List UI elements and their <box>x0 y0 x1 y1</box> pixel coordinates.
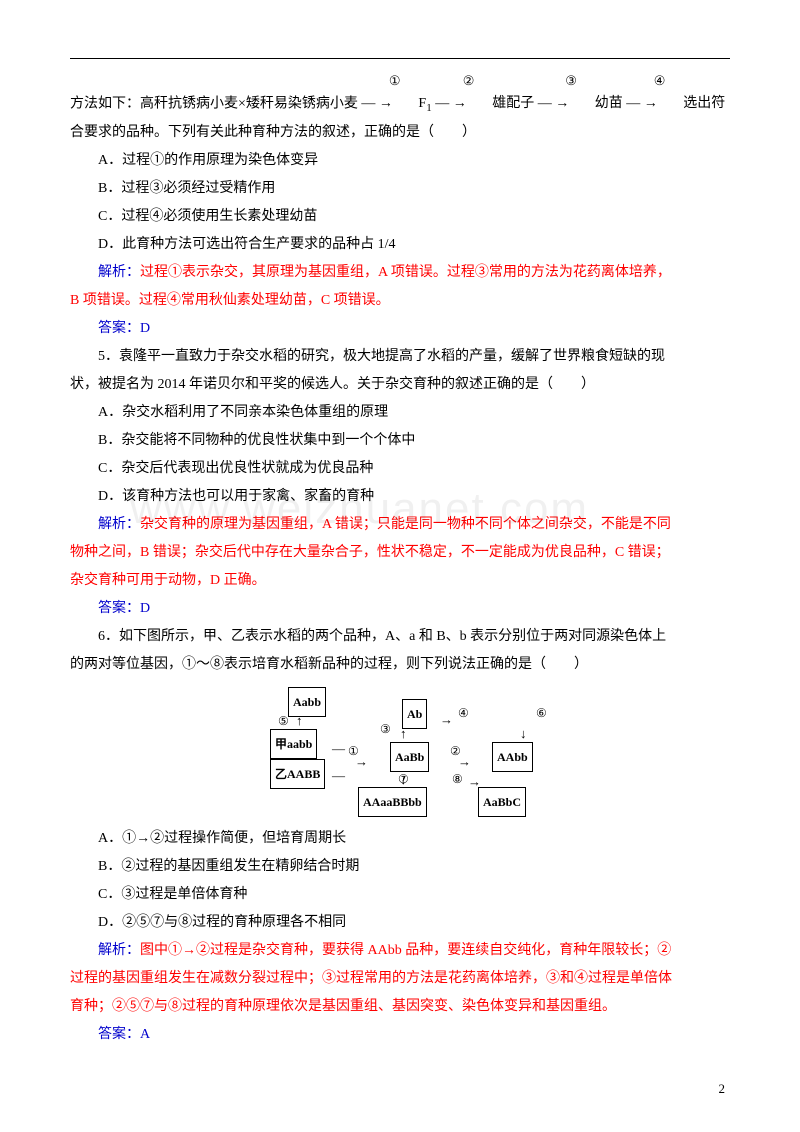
q6-optA: A．①→②过程操作简便，但培育周期长 <box>70 825 730 853</box>
dash: — <box>626 96 644 111</box>
q6-analysis-l3: 育种；②⑤⑦与⑧过程的育种原理依次是基因重组、基因突变、染色体变异和基因重组。 <box>70 993 730 1021</box>
ans-label: 答案： <box>98 321 140 336</box>
q5-analysis-l3: 杂交育种可用于动物，D 正确。 <box>70 567 730 595</box>
ana-text: 图中①→②过程是杂交育种，要获得 AAbb 品种，要连续自交纯化，育种年限较长；… <box>140 943 671 958</box>
circ4: ④ <box>654 68 666 94</box>
ana-label: 解析： <box>98 265 140 280</box>
label-6: ⑥ <box>536 701 547 725</box>
q5-stem-l2: 状，被提名为 2014 年诺贝尔和平奖的候选人。关于杂交育种的叙述正确的是（ ） <box>70 371 730 399</box>
q6-optD: D．②⑤⑦与⑧过程的育种原理各不相同 <box>70 909 730 937</box>
q6-optB: B．②过程的基因重组发生在精卵结合时期 <box>70 853 730 881</box>
circ2: ② <box>463 68 475 94</box>
dash: — <box>538 96 556 111</box>
label-3: ③ <box>380 717 391 741</box>
ans-value: A <box>140 1027 150 1042</box>
ans-value: D <box>140 601 150 616</box>
document-body: 方法如下：高秆抗锈病小麦×矮秆易染锈病小麦 — ①→ F1 — ②→ 雄配子 —… <box>70 90 730 1049</box>
q6-optC: C．③过程是单倍体育种 <box>70 881 730 909</box>
ans-value: D <box>140 321 150 336</box>
q5-analysis-l2: 物种之间，B 错误；杂交后代中存在大量杂合子，性状不稳定，不一定能成为优良品种，… <box>70 539 730 567</box>
q4-optD: D．此育种方法可选出符合生产要求的品种占 1/4 <box>70 231 730 259</box>
step2: ②→ <box>453 90 489 118</box>
circ1: ① <box>389 68 401 94</box>
box-aabb-right: AAbb <box>492 742 533 772</box>
step3: ③→ <box>555 90 591 118</box>
seedling: 幼苗 <box>595 96 623 111</box>
q4-stem-line2: 合要求的品种。下列有关此种育种方法的叙述，正确的是（ ） <box>70 119 730 147</box>
q4-analysis-l2: B 项错误。过程④常用秋仙素处理幼苗，C 项错误。 <box>70 287 730 315</box>
box-abc: AaBbC <box>478 787 526 817</box>
arrow-icon: → <box>379 90 393 118</box>
dash: — <box>361 96 379 111</box>
box-big: AAaaBBbb <box>358 787 427 817</box>
label-4: ④ <box>458 701 469 725</box>
q6-analysis-l1: 解析：图中①→②过程是杂交育种，要获得 AAbb 品种，要连续自交纯化，育种年限… <box>70 937 730 965</box>
q5-optA: A．杂交水稻利用了不同亲本染色体重组的原理 <box>70 399 730 427</box>
q5-optD: D．该育种方法也可以用于家禽、家畜的育种 <box>70 483 730 511</box>
q5-optC: C．杂交后代表现出优良性状就成为优良品种 <box>70 455 730 483</box>
box-aabb-mid: AaBb <box>390 742 429 772</box>
arrow-icon: → <box>644 90 658 118</box>
ana-text: 杂交育种的原理为基因重组，A 错误；只能是同一物种不同个体之间杂交，不能是不同 <box>140 517 671 532</box>
label-5: ⑤ <box>278 709 289 733</box>
f1: F1 <box>418 96 431 111</box>
male-gamete: 雄配子 <box>492 96 534 111</box>
q5-stem-l1: 5．袁隆平一直致力于杂交水稻的研究，极大地提高了水稻的产量，缓解了世界粮食短缺的… <box>70 343 730 371</box>
circ3: ③ <box>565 68 577 94</box>
q4-analysis-l1: 解析：过程①表示杂交，其原理为基因重组，A 项错误。过程③常用的方法为花药离体培… <box>70 259 730 287</box>
ana-label: 解析： <box>98 517 140 532</box>
box-yi: 乙AABB <box>270 759 325 789</box>
box-aabb-top: Aabb <box>288 687 326 717</box>
box-jia: 甲aabb <box>270 729 317 759</box>
q4-optB: B．过程③必须经过受精作用 <box>70 175 730 203</box>
f-sub: 1 <box>426 102 432 114</box>
q5-answer: 答案：D <box>70 595 730 623</box>
ana-text: 过程①表示杂交，其原理为基因重组，A 项错误。过程③常用的方法为花药离体培养， <box>140 265 671 280</box>
arrow-icon: → <box>555 90 569 118</box>
ans-label: 答案： <box>98 601 140 616</box>
end-text: 选出符 <box>683 96 725 111</box>
dash: — <box>435 96 453 111</box>
breeding-diagram: Aabb 甲aabb 乙AABB Ab AaBb AAbb AAaaBBbb A… <box>240 687 560 817</box>
q6-stem-l1: 6．如下图所示，甲、乙表示水稻的两个品种，A、a 和 B、b 表示分别位于两对同… <box>70 623 730 651</box>
ans-label: 答案： <box>98 1027 140 1042</box>
ana-label: 解析： <box>98 943 140 958</box>
arrow-icon: → <box>453 90 467 118</box>
q5-analysis-l1: 解析：杂交育种的原理为基因重组，A 错误；只能是同一物种不同个体之间杂交，不能是… <box>70 511 730 539</box>
q4-optC: C．过程④必须使用生长素处理幼苗 <box>70 203 730 231</box>
page-number: 2 <box>719 1076 726 1102</box>
q4-prefix: 方法如下：高秆抗锈病小麦×矮秆易染锈病小麦 <box>70 97 358 112</box>
q4-optA: A．过程①的作用原理为染色体变异 <box>70 147 730 175</box>
q6-stem-l2: 的两对等位基因，①～⑧表示培育水稻新品种的过程，则下列说法正确的是（ ） <box>70 651 730 679</box>
q5-optB: B．杂交能将不同物种的优良性状集中到一个个体中 <box>70 427 730 455</box>
q4-stem-line1: 方法如下：高秆抗锈病小麦×矮秆易染锈病小麦 — ①→ F1 — ②→ 雄配子 —… <box>70 90 730 119</box>
q6-answer: 答案：A <box>70 1021 730 1049</box>
step1: ①→ <box>379 90 415 118</box>
q4-answer: 答案：D <box>70 315 730 343</box>
q6-analysis-l2: 过程的基因重组发生在减数分裂过程中；③过程常用的方法是花药离体培养，③和④过程是… <box>70 965 730 993</box>
step4: ④→ <box>644 90 680 118</box>
sequence: — ①→ F1 — ②→ 雄配子 — ③→ 幼苗 — ④→ 选出符 <box>361 90 725 119</box>
